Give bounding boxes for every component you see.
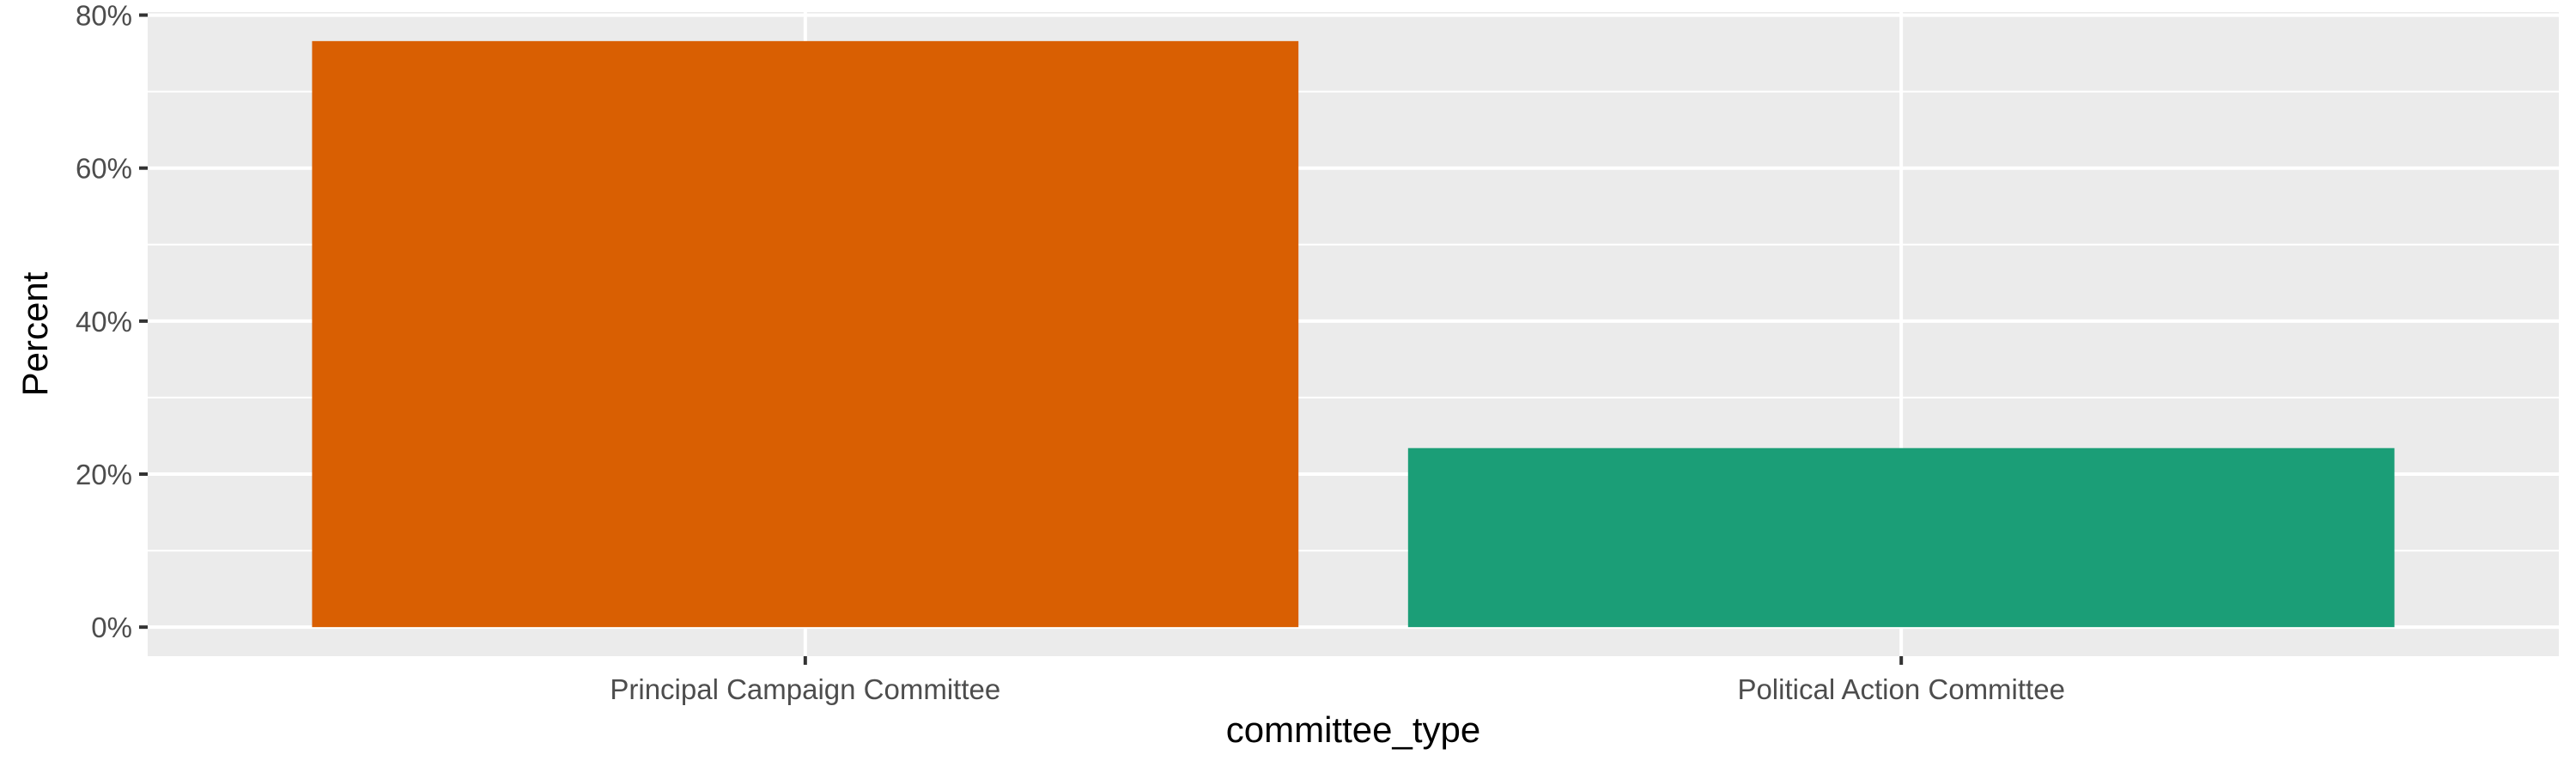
y-axis-title: Percent	[15, 271, 55, 396]
y-tick-label: 0%	[91, 612, 132, 643]
x-tick-label: Principal Campaign Committee	[610, 673, 1000, 705]
y-axis: 0% 20% 40% 60% 80%	[76, 0, 148, 643]
y-tick-label: 80%	[76, 0, 132, 32]
y-tick-label: 20%	[76, 459, 132, 490]
bar	[312, 40, 1299, 628]
bar	[1407, 447, 2395, 628]
bars	[312, 40, 2395, 628]
y-tick-label: 40%	[76, 306, 132, 338]
y-tick-label: 60%	[76, 153, 132, 185]
x-tick-label: Political Action Committee	[1737, 673, 2064, 705]
x-axis: Principal Campaign Committee Political Ac…	[610, 656, 2065, 705]
x-axis-title: committee_type	[1226, 709, 1480, 750]
